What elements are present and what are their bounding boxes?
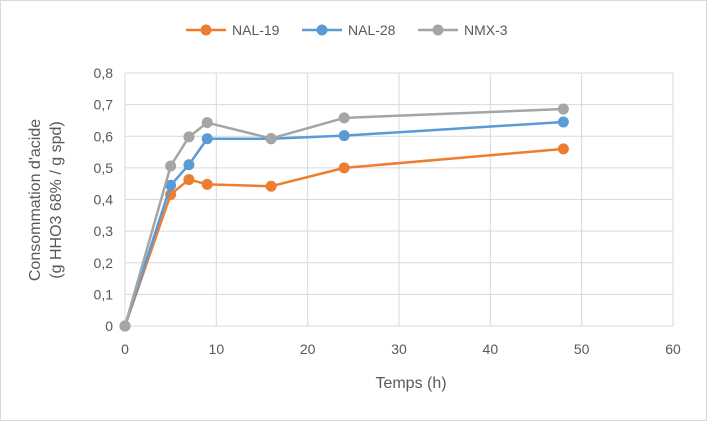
x-tick-label: 10 — [209, 341, 225, 357]
data-point — [183, 159, 195, 171]
data-point — [201, 178, 213, 190]
x-tick-labels: 0 10 20 30 40 50 60 — [121, 341, 681, 357]
data-point — [338, 130, 350, 142]
y-tick-label: 0,6 — [94, 128, 114, 144]
data-point — [557, 103, 569, 115]
x-tick-label: 0 — [121, 341, 129, 357]
data-point — [265, 180, 277, 192]
data-point — [183, 131, 195, 143]
data-point — [338, 162, 350, 174]
series-group — [119, 103, 569, 332]
gridlines — [124, 72, 674, 327]
y-tick-label: 0,8 — [94, 65, 114, 81]
x-tick-label: 20 — [300, 341, 316, 357]
y-axis-label-line2: (g HHO3 68% / g spd) — [48, 121, 65, 278]
data-point — [165, 179, 177, 191]
x-tick-label: 40 — [483, 341, 499, 357]
data-point — [165, 160, 177, 172]
y-tick-label: 0,5 — [94, 160, 114, 176]
data-point — [201, 117, 213, 129]
legend-item-nmx-3: NMX-3 — [418, 22, 508, 38]
legend-item-nal-28: NAL-28 — [302, 22, 396, 38]
legend-marker — [432, 24, 444, 36]
legend-item-nal-19: NAL-19 — [186, 22, 280, 38]
legend-marker — [200, 24, 212, 36]
y-tick-label: 0,7 — [94, 97, 114, 113]
x-tick-label: 30 — [391, 341, 407, 357]
data-point — [557, 143, 569, 155]
data-point — [201, 133, 213, 145]
legend-label: NAL-19 — [232, 22, 280, 38]
legend-marker — [316, 24, 328, 36]
data-point — [183, 174, 195, 186]
series-nmx-3 — [119, 103, 569, 332]
y-tick-labels: 0 0,1 0,2 0,3 0,4 0,5 0,6 0,7 0,8 — [94, 65, 114, 334]
data-point — [557, 116, 569, 128]
y-tick-label: 0,3 — [94, 223, 114, 239]
y-tick-label: 0,4 — [94, 192, 114, 208]
x-axis-label: Temps (h) — [375, 375, 446, 392]
x-tick-label: 60 — [665, 341, 681, 357]
legend-label: NAL-28 — [348, 22, 396, 38]
y-tick-label: 0,2 — [94, 255, 114, 271]
legend: NAL-19 NAL-28 NMX-3 — [186, 22, 508, 38]
data-point — [338, 112, 350, 124]
data-point — [119, 320, 131, 332]
y-tick-label: 0 — [105, 318, 113, 334]
y-axis-label-line1: Consommation d'acide — [27, 119, 44, 281]
legend-label: NMX-3 — [464, 22, 508, 38]
x-tick-label: 50 — [574, 341, 590, 357]
data-point — [265, 132, 277, 144]
y-tick-label: 0,1 — [94, 286, 114, 302]
